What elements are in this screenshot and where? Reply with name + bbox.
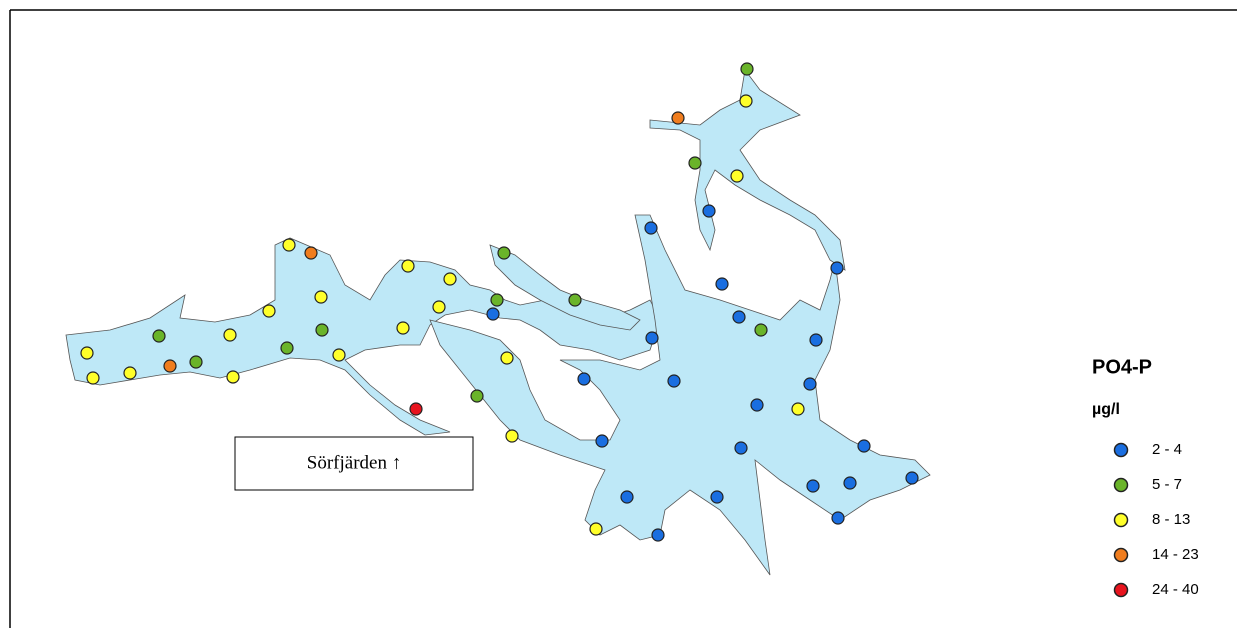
station	[905, 471, 919, 485]
station	[715, 277, 729, 291]
station	[671, 111, 685, 125]
legend-swatch	[1113, 477, 1129, 493]
station	[282, 238, 296, 252]
station	[163, 359, 177, 373]
legend-swatch	[1113, 582, 1129, 598]
station	[315, 323, 329, 337]
station	[740, 62, 754, 76]
place-label: Sörfjärden ↑	[307, 452, 401, 473]
station	[710, 490, 724, 504]
station	[189, 355, 203, 369]
station	[857, 439, 871, 453]
station	[831, 511, 845, 525]
label-box	[234, 436, 474, 491]
station	[490, 293, 504, 307]
station	[497, 246, 511, 260]
station	[432, 300, 446, 314]
station	[443, 272, 457, 286]
station	[754, 323, 768, 337]
station	[280, 341, 294, 355]
station	[730, 169, 744, 183]
station	[651, 528, 665, 542]
station	[262, 304, 276, 318]
station	[595, 434, 609, 448]
lake-west	[65, 237, 661, 436]
station	[500, 351, 514, 365]
station	[750, 398, 764, 412]
station	[80, 346, 94, 360]
station	[304, 246, 318, 260]
station	[667, 374, 681, 388]
station	[803, 377, 817, 391]
station	[486, 307, 500, 321]
station	[645, 331, 659, 345]
station	[577, 372, 591, 386]
station	[688, 156, 702, 170]
lake-northwest-arm	[489, 244, 641, 331]
station	[806, 479, 820, 493]
station	[152, 329, 166, 343]
station	[568, 293, 582, 307]
station	[223, 328, 237, 342]
legend-label: 8 - 13	[1152, 511, 1190, 528]
legend-label: 5 - 7	[1152, 476, 1182, 493]
lake	[65, 69, 931, 576]
station	[123, 366, 137, 380]
station	[739, 94, 753, 108]
stations	[80, 62, 919, 542]
station	[401, 259, 415, 273]
legend: 2 - 4 5 - 7 8 - 13 14 - 23 24 - 40	[1113, 441, 1199, 598]
station	[470, 389, 484, 403]
legend-label: 24 - 40	[1152, 581, 1199, 598]
station	[732, 310, 746, 324]
station	[734, 441, 748, 455]
station	[589, 522, 603, 536]
legend-title: PO4-P	[1092, 356, 1152, 378]
legend-swatch	[1113, 442, 1129, 458]
legend-label: 14 - 23	[1152, 546, 1199, 563]
station	[396, 321, 410, 335]
legend-swatch	[1113, 512, 1129, 528]
station	[620, 490, 634, 504]
station	[505, 429, 519, 443]
legend-label: 2 - 4	[1152, 441, 1182, 458]
station	[702, 204, 716, 218]
station	[86, 371, 100, 385]
lake-central	[429, 214, 931, 576]
legend-unit: µg/l	[1092, 401, 1120, 418]
legend-swatch	[1113, 547, 1129, 563]
station	[830, 261, 844, 275]
station	[843, 476, 857, 490]
station	[314, 290, 328, 304]
station	[791, 402, 805, 416]
station	[409, 402, 423, 416]
station	[809, 333, 823, 347]
lake-north-arm	[649, 69, 846, 271]
station	[226, 370, 240, 384]
station	[644, 221, 658, 235]
station	[332, 348, 346, 362]
